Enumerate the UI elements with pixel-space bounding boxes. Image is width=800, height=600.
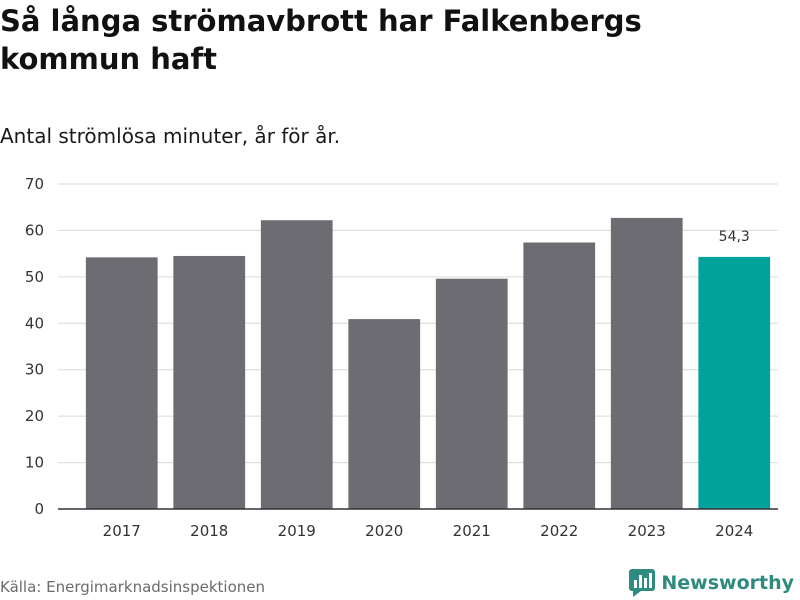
x-tick-label: 2019 bbox=[278, 522, 316, 540]
data-label: 54,3 bbox=[719, 229, 750, 245]
x-tick-label: 2018 bbox=[190, 522, 228, 540]
y-tick-label: 70 bbox=[25, 175, 44, 193]
brand-name: Newsworthy bbox=[661, 572, 794, 594]
x-tick-label: 2022 bbox=[540, 522, 578, 540]
x-tick-label: 2024 bbox=[715, 522, 753, 540]
y-tick-label: 10 bbox=[25, 454, 44, 472]
y-tick-label: 0 bbox=[34, 500, 44, 518]
bar-2024 bbox=[698, 256, 771, 509]
bar-2020 bbox=[348, 319, 421, 509]
bar-2017 bbox=[85, 257, 158, 509]
newsworthy-logo-icon bbox=[629, 569, 656, 597]
bar-2021 bbox=[435, 278, 508, 509]
brand-logo: Newsworthy bbox=[629, 569, 794, 597]
bar-2023 bbox=[610, 217, 683, 509]
x-tick-label: 2021 bbox=[453, 522, 491, 540]
y-tick-label: 20 bbox=[25, 407, 44, 425]
chart-subtitle: Antal strömlösa minuter, år för år. bbox=[0, 124, 341, 148]
x-tick-label: 2023 bbox=[628, 522, 666, 540]
source-note: Källa: Energimarknadsinspektionen bbox=[0, 578, 266, 596]
y-tick-label: 60 bbox=[25, 221, 44, 239]
y-tick-label: 30 bbox=[25, 361, 44, 379]
bar-2019 bbox=[260, 220, 333, 509]
y-tick-label: 40 bbox=[25, 314, 44, 332]
x-tick-label: 2020 bbox=[365, 522, 403, 540]
bar-2022 bbox=[523, 242, 596, 509]
bar-2018 bbox=[173, 255, 246, 509]
x-tick-label: 2017 bbox=[103, 522, 141, 540]
y-tick-label: 50 bbox=[25, 268, 44, 286]
bar-chart: 0 10 20 30 40 50 60 70 2017 2018 2019 2020 2021 2022 2… bbox=[25, 175, 778, 540]
chart-title: Så långa strömavbrott har Falkenbergs ko… bbox=[0, 4, 642, 76]
